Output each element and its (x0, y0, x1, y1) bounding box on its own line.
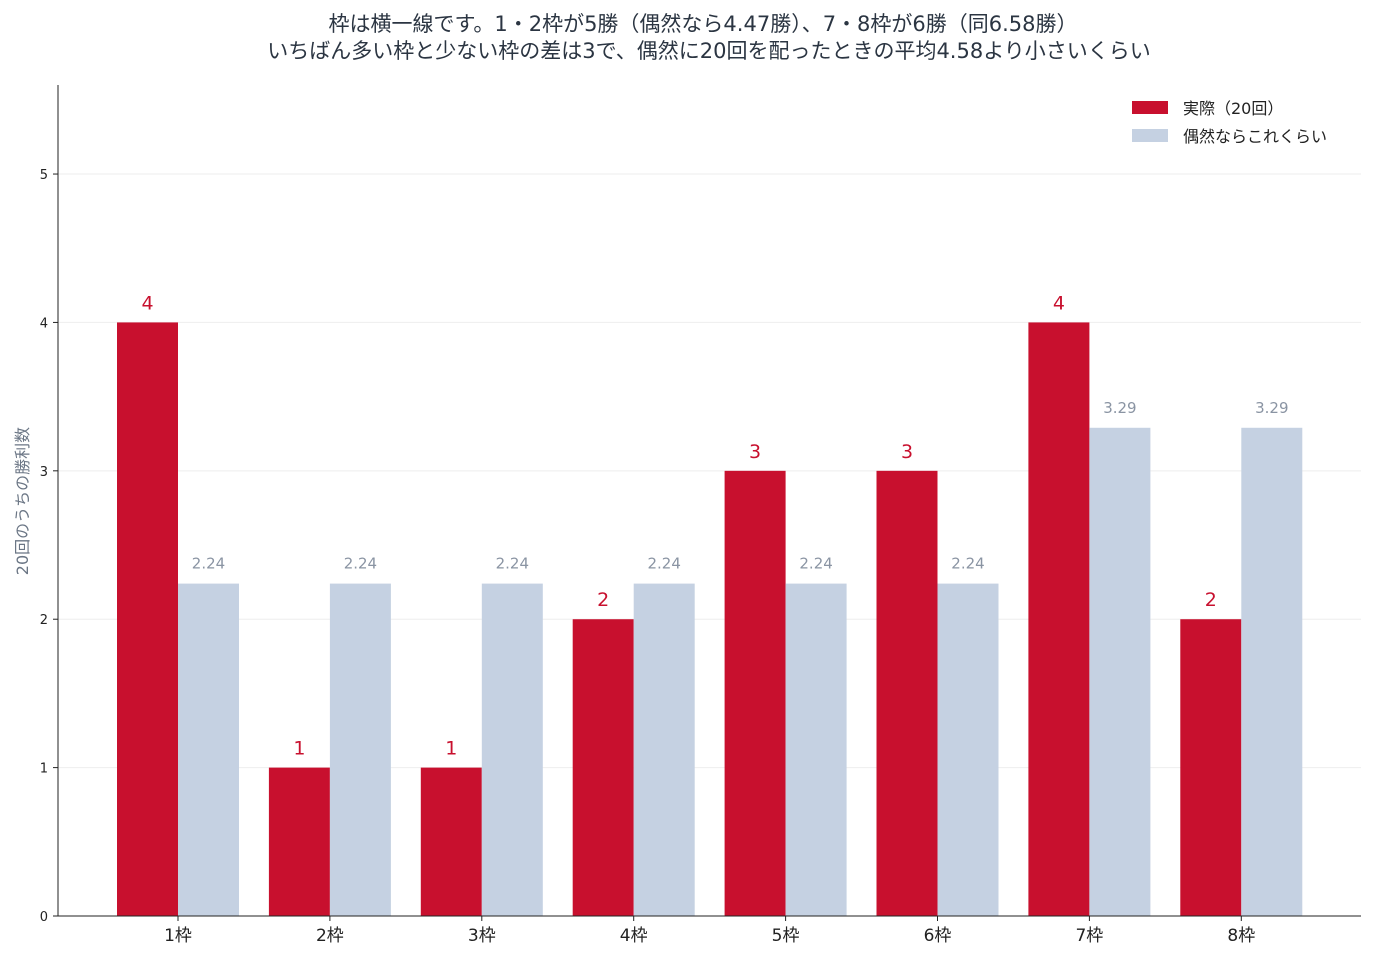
x-tick-label: 5枠 (772, 926, 800, 946)
data-label-expected: 2.24 (192, 555, 225, 573)
bar-actual (268, 767, 330, 916)
bar-expected (937, 583, 999, 916)
bar-actual (420, 767, 482, 916)
bar-actual (876, 470, 938, 916)
bar-expected (1089, 427, 1151, 916)
chart-title-line-1: 枠は横一線です。1・2枠が5勝（偶然なら4.47勝）、7・8枠が6勝（同6.58… (328, 12, 1077, 36)
legend-label-expected: 偶然ならこれくらい (1183, 127, 1327, 146)
data-label-expected: 2.24 (496, 555, 529, 573)
y-axis-label: 20回のうちの勝利数 (13, 427, 32, 575)
data-label-actual: 3 (749, 441, 761, 463)
y-tick-label: 3 (40, 465, 48, 480)
y-ticks: 0 1 2 3 4 5 (40, 168, 58, 925)
data-label-actual: 2 (597, 589, 609, 611)
x-tick-label: 3枠 (468, 926, 496, 946)
bar-actual (1180, 619, 1242, 916)
data-label-actual: 4 (141, 292, 153, 314)
bar-expected (178, 583, 239, 916)
data-label-actual: 1 (445, 738, 457, 760)
data-label-expected: 2.24 (647, 555, 680, 573)
bars (117, 322, 1303, 916)
legend-swatch-expected (1132, 129, 1168, 142)
data-label-actual: 3 (901, 441, 913, 463)
bar-actual (117, 322, 178, 916)
y-tick-label: 4 (40, 316, 48, 331)
chart-title-line-2: いちばん多い枠と少ない枠の差は3で、偶然に20回を配ったときの平均4.58より小… (267, 39, 1151, 63)
x-tick-label: 7枠 (1075, 926, 1103, 946)
x-ticks: 1枠 2枠 3枠 4枠 5枠 6枠 7枠 8枠 (164, 916, 1255, 946)
data-label-expected: 3.29 (1255, 399, 1288, 417)
data-label-expected: 2.24 (951, 555, 984, 573)
x-tick-label: 6枠 (924, 926, 952, 946)
grid-lines (58, 173, 1361, 769)
x-tick-label: 8枠 (1227, 926, 1255, 946)
y-tick-label: 1 (40, 762, 48, 777)
y-tick-label: 0 (40, 910, 48, 925)
axes (57, 85, 1361, 917)
legend-swatch-actual (1132, 101, 1168, 114)
bar-expected (785, 583, 847, 916)
data-label-expected: 3.29 (1103, 399, 1136, 417)
bar-expected (1241, 427, 1303, 916)
data-label-actual: 4 (1053, 292, 1065, 314)
legend-label-actual: 実際（20回） (1183, 99, 1283, 118)
x-tick-label: 4枠 (620, 926, 648, 946)
bar-actual (724, 470, 786, 916)
y-tick-label: 5 (40, 168, 48, 183)
bar-expected (329, 583, 391, 916)
data-label-expected: 2.24 (799, 555, 832, 573)
data-labels: 4 2.24 1 2.24 1 2.24 2 2.24 3 2.24 3 2.24 4 3.29 2 3.29 (141, 292, 1288, 759)
y-tick-label: 2 (40, 613, 48, 628)
x-tick-label: 1枠 (164, 926, 192, 946)
data-label-actual: 1 (293, 738, 305, 760)
bar-expected (481, 583, 543, 916)
bar-expected (633, 583, 695, 916)
data-label-actual: 2 (1205, 589, 1217, 611)
bar-actual (572, 619, 634, 916)
x-tick-label: 2枠 (316, 926, 344, 946)
data-label-expected: 2.24 (344, 555, 377, 573)
legend: 実際（20回） 偶然ならこれくらい (1132, 99, 1327, 146)
bar-actual (1028, 322, 1090, 916)
